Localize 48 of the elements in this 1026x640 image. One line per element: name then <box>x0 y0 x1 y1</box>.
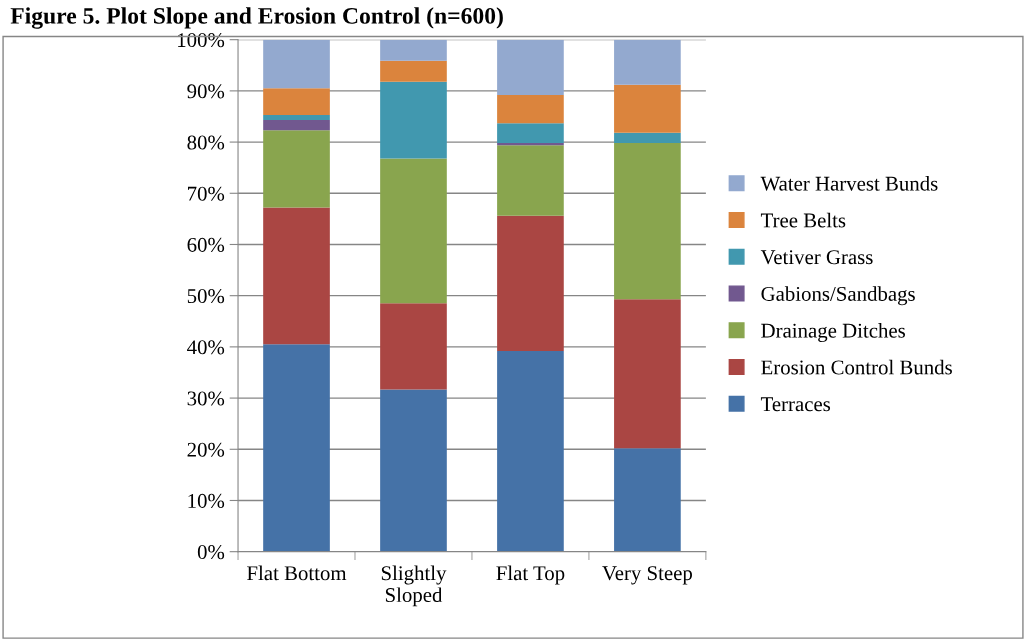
bar <box>380 60 447 82</box>
bar <box>497 123 564 144</box>
legend-label: Vetiver Grass <box>760 250 873 265</box>
bar <box>380 81 447 159</box>
bar <box>263 130 330 208</box>
bar <box>614 39 681 85</box>
legend-label: Gabions/Sandbags <box>761 286 915 306</box>
bar <box>497 350 564 552</box>
bar <box>614 448 681 552</box>
x-tick-label: Very Steep <box>602 566 692 585</box>
bar <box>380 39 447 61</box>
bar <box>497 143 564 146</box>
bar <box>380 303 447 390</box>
bar <box>263 344 330 552</box>
legend-label: Tree Belts <box>760 212 846 228</box>
y-tick-label: 20% <box>187 442 225 457</box>
legend-label: Drainage Ditches <box>761 323 906 342</box>
bar <box>263 39 330 89</box>
legend-label: Terraces <box>760 397 831 412</box>
legend-label: Water Harvest Bunds <box>760 176 938 191</box>
bar <box>614 299 681 449</box>
chart-title: Figure 5. Plot Slope and Erosion Control (n=600) <box>10 7 503 29</box>
y-tick-label: 40% <box>187 340 225 355</box>
y-tick-label: 10% <box>188 493 225 508</box>
bar <box>263 120 330 131</box>
y-tick-label: 50% <box>187 289 225 304</box>
bar <box>497 39 564 95</box>
y-tick-label: 60% <box>187 237 225 252</box>
y-tick-label: 80% <box>187 135 225 150</box>
bar <box>497 94 564 124</box>
bar <box>380 158 447 304</box>
y-tick-label: 70% <box>188 186 225 201</box>
x-tick-label: Flat Top <box>496 565 565 585</box>
x-tick-label: Slightly Sloped <box>381 565 447 607</box>
bar <box>497 215 564 351</box>
bar <box>380 389 447 552</box>
legend-label: Erosion Control Bunds <box>761 359 952 375</box>
y-tick-label: 0% <box>197 545 225 560</box>
bar <box>614 84 681 133</box>
bar <box>263 88 330 115</box>
bar <box>497 145 564 216</box>
bar <box>263 114 330 121</box>
y-tick-label: 30% <box>187 391 225 406</box>
y-tick-label: 90% <box>187 84 225 99</box>
bar <box>263 207 330 345</box>
x-tick-label: Flat Bottom <box>247 565 347 581</box>
bar <box>614 132 681 144</box>
bar <box>614 143 681 300</box>
